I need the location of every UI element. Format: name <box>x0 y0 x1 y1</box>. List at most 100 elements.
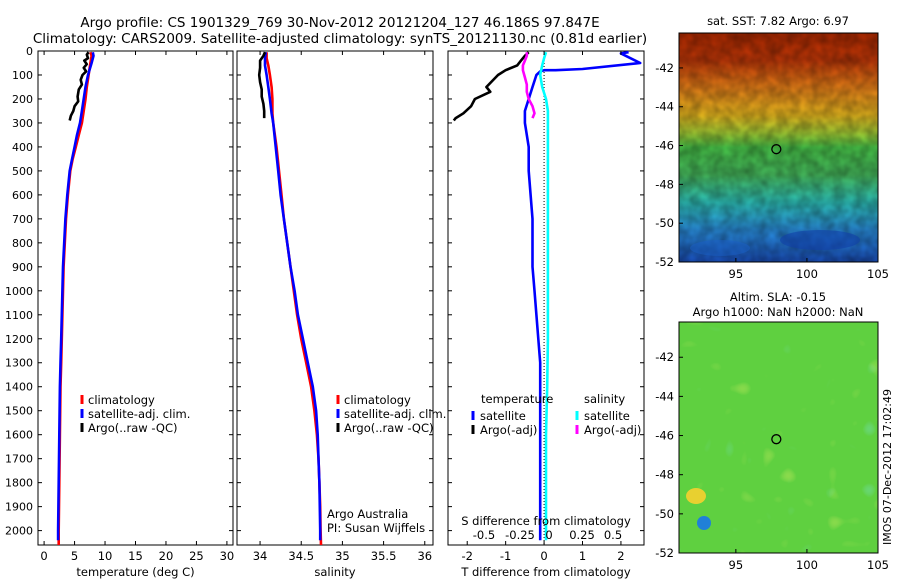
y-tick-label: 1800 <box>5 477 33 490</box>
x-axis-label: T difference from climatology <box>460 565 631 579</box>
legend-title-temperature: temperature <box>481 392 553 406</box>
y-tick-label: 700 <box>12 213 33 226</box>
y-tick-label: 400 <box>12 141 33 154</box>
salinity-diff-tick-label: -0.25 <box>505 528 535 542</box>
y-tick-label: 0 <box>26 45 33 58</box>
map-x-tick-label: 100 <box>796 267 818 281</box>
legend-label: climatology <box>88 393 155 407</box>
sla-blue-eddy <box>697 516 711 530</box>
map-y-tick-label: -48 <box>655 468 674 482</box>
y-tick-label: 500 <box>12 165 33 178</box>
y-tick-label: 1200 <box>5 333 33 346</box>
sla-cyan-eddies <box>679 322 878 553</box>
sst-map-frame <box>678 32 879 263</box>
salinity-diff-tick-label: -0.5 <box>473 528 495 542</box>
map-y-tick-label: -46 <box>655 139 674 153</box>
salinity-diff-tick-label: 0.25 <box>569 528 595 542</box>
y-tick-label: 1500 <box>5 405 33 418</box>
x-tick-label: 30 <box>220 549 235 563</box>
series-line-difference-2 <box>538 51 550 541</box>
y-tick-label: 1600 <box>5 429 33 442</box>
x-tick-label: 15 <box>128 549 143 563</box>
x-tick-label: 25 <box>189 549 204 563</box>
x-tick-label: 2 <box>617 549 624 563</box>
x-tick-label: 34.5 <box>288 549 314 563</box>
map-x-tick-label: 95 <box>729 558 744 572</box>
map-x-tick-label: 100 <box>796 558 818 572</box>
x-tick-label: 1 <box>579 549 586 563</box>
map-y-tick-label: -50 <box>655 216 674 230</box>
map-y-tick-label: -46 <box>655 429 674 443</box>
panel-temperature: 0100200300400500600700800900100011001200… <box>5 45 234 579</box>
sst-blue-patch <box>780 230 860 250</box>
x-tick-label: 36 <box>417 549 432 563</box>
map-y-tick-label: -48 <box>655 177 674 191</box>
y-tick-label: 100 <box>12 69 33 82</box>
y-tick-label: 800 <box>12 237 33 250</box>
legend-label: Argo(-adj) <box>584 423 641 437</box>
y-tick-label: 1300 <box>5 357 33 370</box>
map-y-tick-label: -52 <box>655 546 674 560</box>
legend-label: Argo(..raw -QC) <box>344 421 434 435</box>
map-y-tick-label: -52 <box>655 255 674 269</box>
legend-label: satellite <box>480 409 526 423</box>
panel-frame-temperature <box>37 50 234 546</box>
salinity-diff-tick-label: 0.5 <box>604 528 622 542</box>
sst-blue-patch-2 <box>690 240 750 256</box>
x-tick-label: 20 <box>159 549 174 563</box>
y-tick-label: 1100 <box>5 309 33 322</box>
series-line-salinity-1 <box>263 52 322 541</box>
panel-difference: -2 -1 0 1 2 T difference from climatology temp… <box>447 50 645 579</box>
salinity-diff-axis-label: S difference from climatology <box>461 514 631 528</box>
sla-map: Altim. SLA: -0.15 Argo h1000: NaN h2000:… <box>655 290 889 572</box>
sla-yellow-eddy <box>686 488 706 504</box>
sst-float-marker <box>771 144 782 155</box>
series-line-salinity-2 <box>257 51 267 119</box>
map-y-tick-label: -44 <box>655 389 674 403</box>
legend-label: satellite-adj. clim. <box>88 407 190 421</box>
y-tick-label: 1900 <box>5 501 33 514</box>
profile-panels: 0100200300400500600700800900100011001200… <box>5 45 645 579</box>
series-line-difference-1 <box>452 51 530 122</box>
x-axis-label: salinity <box>314 565 355 579</box>
y-tick-label: 600 <box>12 189 33 202</box>
sst-map-title: sat. SST: 7.82 Argo: 6.97 <box>707 14 849 28</box>
x-tick-label: 35.5 <box>371 549 397 563</box>
y-tick-label: 2000 <box>5 525 33 538</box>
title-line-1: Argo profile: CS 1901329_769 30-Nov-2012… <box>80 15 599 31</box>
legend-label: Argo(-adj) <box>480 423 537 437</box>
x-tick-label: -2 <box>461 549 472 563</box>
y-tick-label: 300 <box>12 117 33 130</box>
sla-float-marker <box>771 434 782 445</box>
credit-annotation: Argo Australia <box>327 507 408 521</box>
map-x-tick-label: 105 <box>867 558 889 572</box>
map-y-tick-label: -42 <box>655 61 674 75</box>
x-tick-label: 0 <box>40 549 47 563</box>
series-line-difference-0 <box>523 50 642 541</box>
legend-label: Argo(..raw -QC) <box>88 421 178 435</box>
y-tick-label: 200 <box>12 93 33 106</box>
legend-title-salinity: salinity <box>584 392 625 406</box>
map-x-tick-label: 105 <box>867 267 889 281</box>
legend-label: satellite <box>584 409 630 423</box>
x-tick-label: 0 <box>540 549 547 563</box>
x-tick-label: 5 <box>71 549 78 563</box>
sst-texture <box>679 33 878 262</box>
sla-map-ticks: 95 100 105 -42 -44 -46 -48 -50 -52 <box>655 350 889 572</box>
map-y-tick-label: -42 <box>655 350 674 364</box>
series-line-difference-3 <box>521 52 536 119</box>
y-tick-label: 1400 <box>5 381 33 394</box>
series-line-temperature-1 <box>56 51 95 541</box>
x-tick-label: 34 <box>253 549 268 563</box>
x-tick-label: 35 <box>335 549 350 563</box>
panel-frame-salinity <box>236 50 434 546</box>
sla-map-frame <box>678 321 879 554</box>
y-tick-label: 1000 <box>5 285 33 298</box>
x-axis-label: temperature (deg C) <box>76 565 194 579</box>
x-tick-label: -1 <box>500 549 511 563</box>
map-x-tick-label: 95 <box>729 267 744 281</box>
side-caption: IMOS 07-Dec-2012 17:02:49 <box>881 389 894 545</box>
map-y-tick-label: -50 <box>655 507 674 521</box>
salinity-diff-tick-label: 0 <box>545 528 552 542</box>
